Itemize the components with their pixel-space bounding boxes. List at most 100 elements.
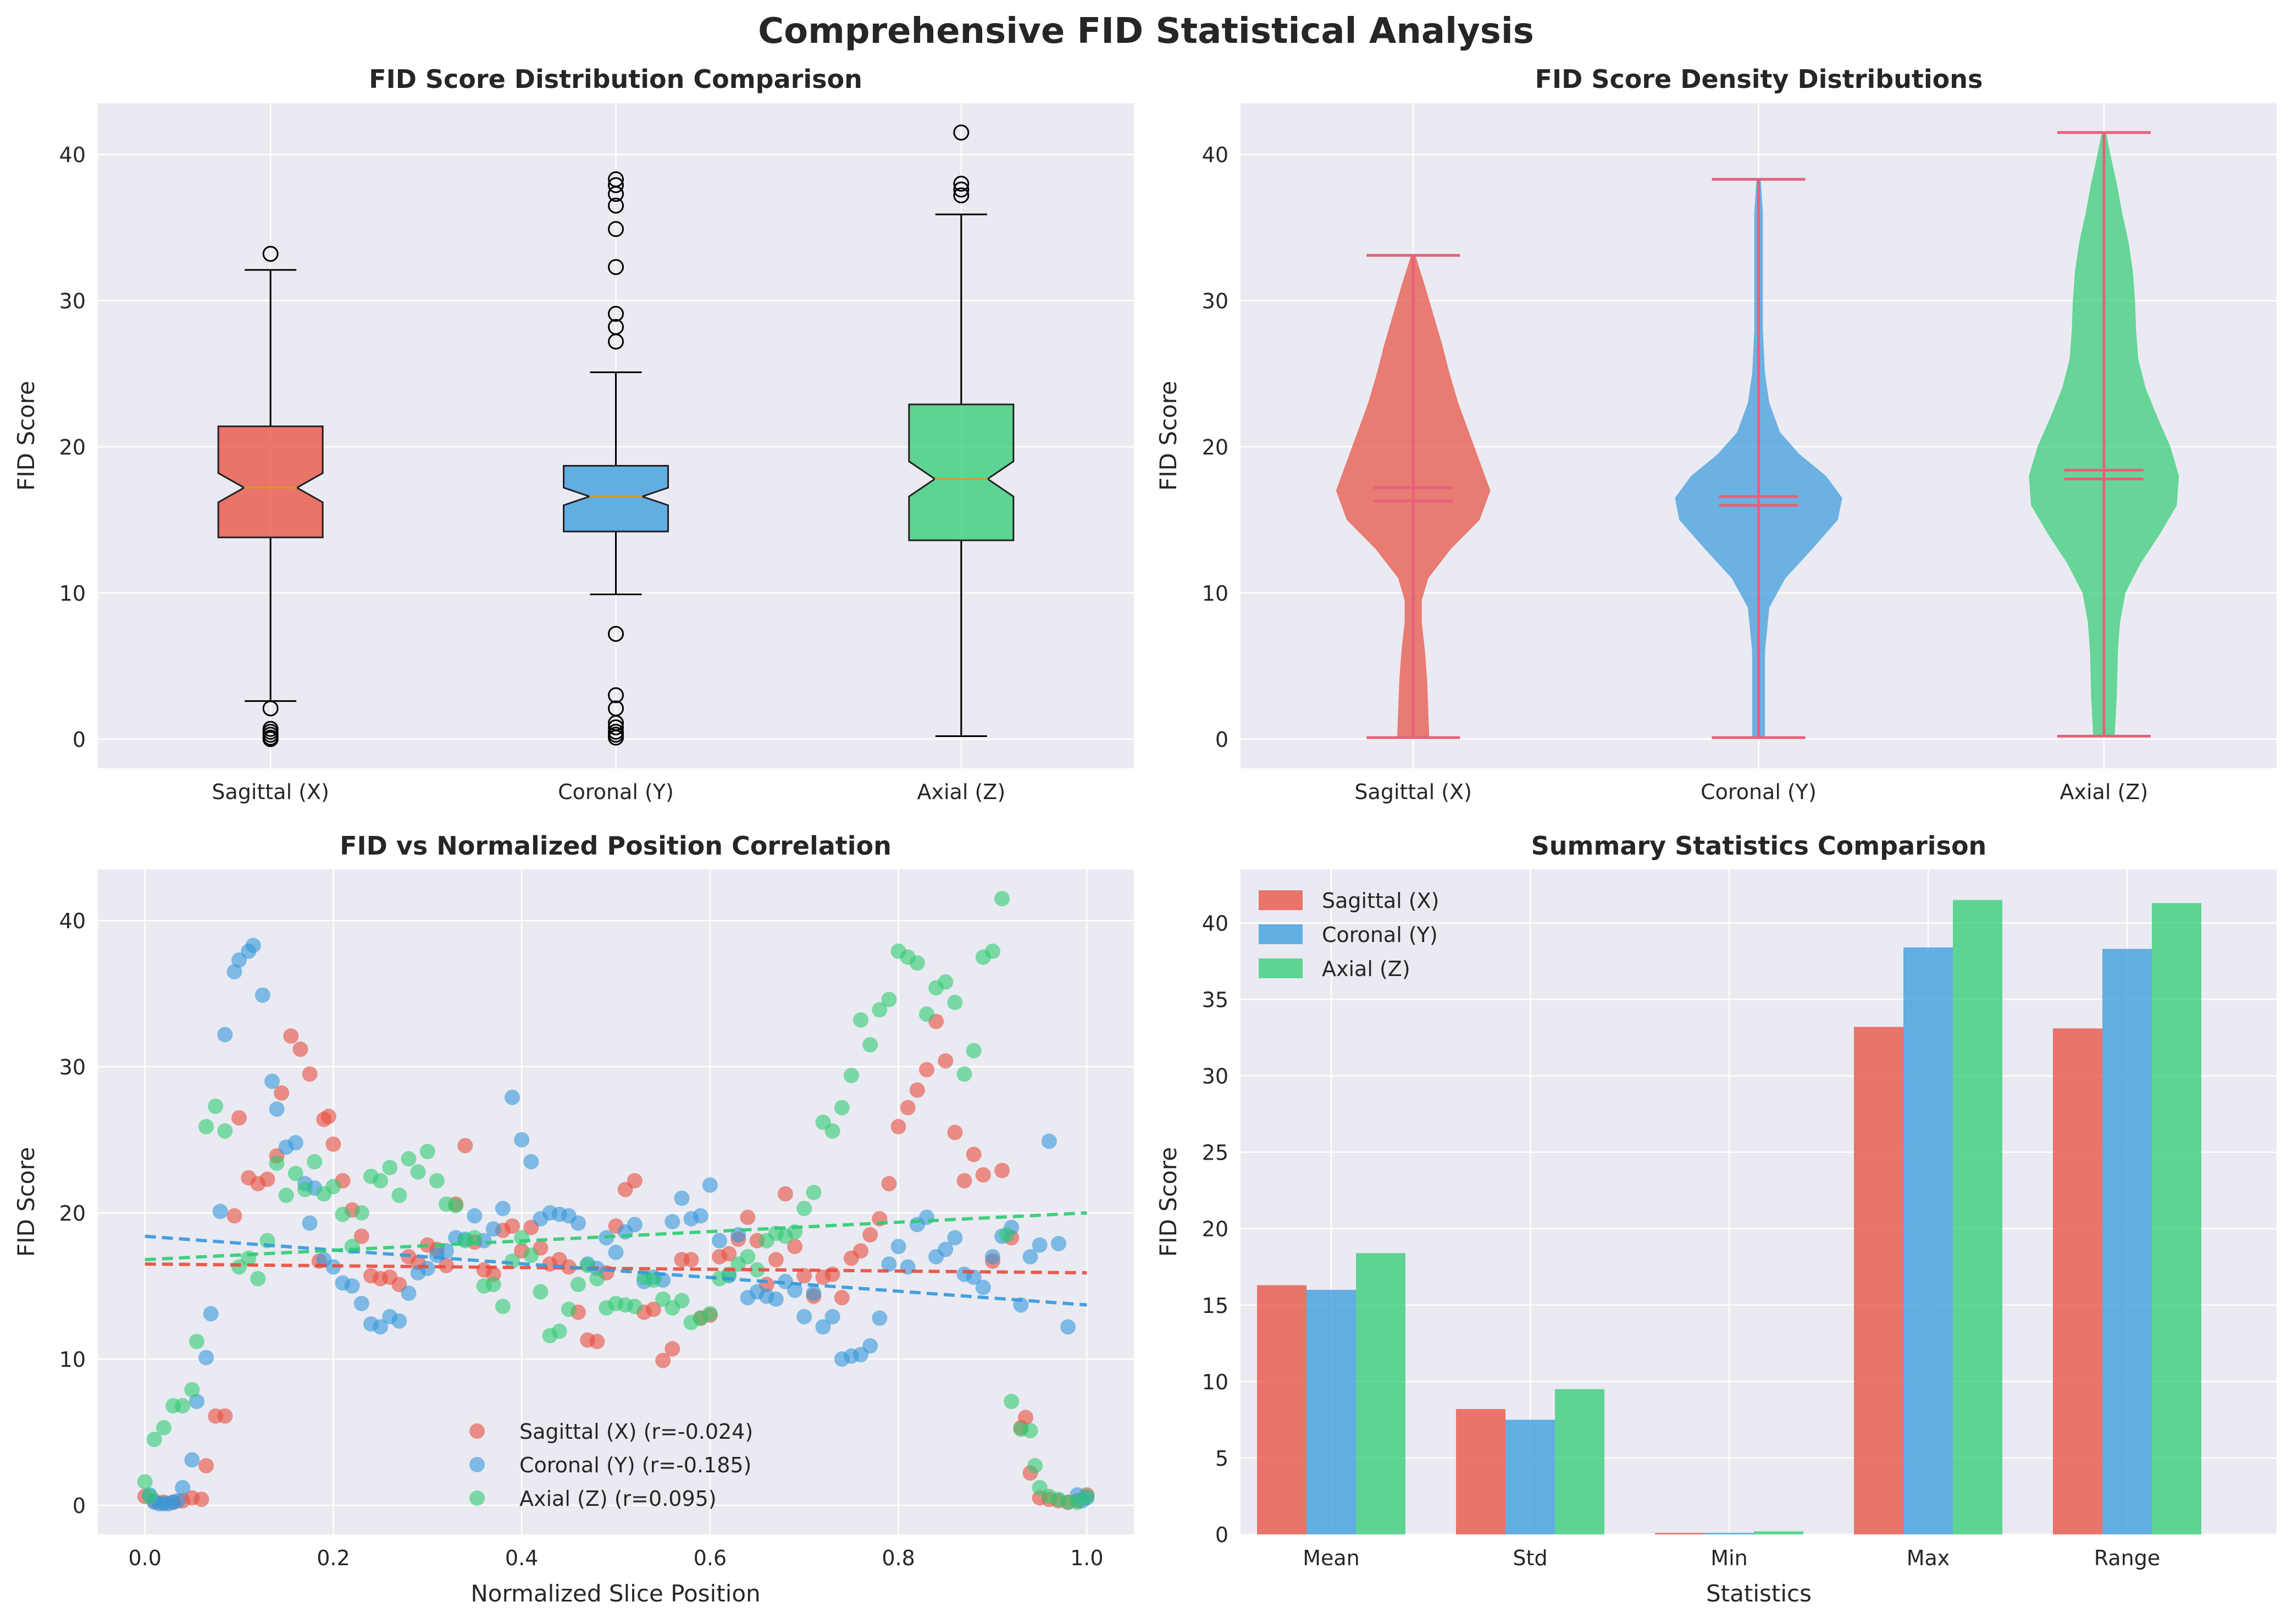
scatter-point-sagittal	[589, 1333, 605, 1349]
scatter-point-coronal	[806, 1285, 822, 1301]
x-tick-label: Min	[1710, 1546, 1747, 1570]
box-coronal	[563, 465, 669, 533]
scatter-point-coronal	[264, 1073, 280, 1089]
legend-marker-coronal	[469, 1457, 485, 1472]
scatter-point-coronal	[975, 1279, 991, 1295]
scatter-point-sagittal	[975, 1167, 991, 1183]
panel-scatter-plot: 0 10 20 30 40 0.0 0.2 0.4 0.6 0.8 1.0 Sagittal (X)…	[13, 831, 1134, 1607]
y-tick-label: 30	[1202, 1065, 1228, 1089]
scatter-point-coronal	[1032, 1237, 1048, 1253]
bar-coronal	[1903, 947, 1953, 1534]
scatter-point-sagittal	[721, 1246, 737, 1262]
scatter-point-axial	[1079, 1488, 1095, 1504]
trend-line-axial	[145, 1211, 1087, 1262]
scatter-point-axial	[999, 1227, 1015, 1243]
scatter-point-axial	[401, 1151, 417, 1167]
scatter-point-sagittal	[283, 1028, 299, 1044]
scatter-point-coronal	[212, 1204, 228, 1220]
y-tick-label: 10	[1202, 581, 1228, 606]
scatter-point-coronal	[302, 1215, 318, 1231]
outlier-point	[608, 719, 624, 736]
scatter-point-coronal	[693, 1208, 708, 1224]
scatter-point-sagittal	[862, 1227, 878, 1243]
scatter-point-coronal	[198, 1350, 214, 1366]
scatter-point-coronal	[189, 1394, 204, 1409]
scatter-point-coronal	[353, 1295, 369, 1311]
scatter-point-axial	[189, 1333, 204, 1349]
scatter-point-axial	[269, 1155, 285, 1171]
bar-coronal	[1306, 1289, 1356, 1534]
scatter-point-axial	[551, 1323, 567, 1339]
scatter-point-sagittal	[226, 1208, 242, 1224]
box-sagittal	[217, 425, 324, 539]
scatter-point-sagittal	[994, 1162, 1010, 1178]
scatter-point-sagittal	[505, 1218, 520, 1234]
x-tick-label: Mean	[1303, 1546, 1360, 1570]
legend-label: Sagittal (X)	[1322, 889, 1440, 913]
y-tick-label: 20	[1202, 1217, 1228, 1241]
legend: Sagittal (X) (r=-0.024) Coronal (Y) (r=-0…	[469, 1420, 753, 1511]
y-tick-label: 30	[59, 1055, 86, 1079]
legend-marker-axial	[469, 1490, 485, 1506]
outlier-point	[608, 625, 624, 642]
scatter-point-axial	[994, 891, 1010, 907]
scatter-point-coronal	[627, 1217, 643, 1233]
plot-marks	[137, 891, 1095, 1512]
scatter-point-axial	[853, 1012, 869, 1028]
scatter-point-axial	[956, 1066, 972, 1082]
x-tick-label: Axial (Z)	[2060, 780, 2149, 804]
scatter-point-coronal	[702, 1177, 718, 1193]
legend-label: Axial (Z)	[1322, 957, 1410, 981]
scatter-point-coronal	[674, 1190, 690, 1206]
bar-sagittal	[1655, 1533, 1704, 1534]
bar-axial	[1356, 1253, 1405, 1534]
scatter-point-axial	[523, 1248, 539, 1263]
figure-title: Comprehensive FID Statistical Analysis	[758, 11, 1534, 52]
scatter-point-sagittal	[683, 1252, 699, 1268]
y-tick-label: 35	[1202, 988, 1228, 1012]
scatter-point-axial	[217, 1123, 233, 1139]
scatter-point-axial	[485, 1277, 501, 1293]
outlier-point	[262, 731, 279, 747]
scatter-point-axial	[646, 1272, 662, 1288]
y-tick-label: 30	[1202, 289, 1228, 313]
scatter-point-sagittal	[302, 1066, 318, 1082]
scatter-point-sagittal	[909, 1082, 925, 1098]
scatter-point-coronal	[872, 1310, 888, 1326]
scatter-point-axial	[1022, 1423, 1038, 1439]
scatter-point-sagittal	[900, 1100, 916, 1116]
scatter-point-sagittal	[1017, 1410, 1033, 1426]
scatter-point-sagittal	[740, 1209, 756, 1225]
x-tick-label: Range	[2094, 1546, 2160, 1570]
trend-line-sagittal	[145, 1262, 1087, 1274]
scatter-point-coronal	[344, 1278, 360, 1294]
scatter-point-axial	[862, 1037, 878, 1053]
outlier-point	[608, 729, 624, 746]
y-tick-label: 0	[1215, 1523, 1228, 1547]
bar-coronal	[1704, 1533, 1754, 1534]
scatter-point-axial	[391, 1188, 407, 1204]
axis-ticks: 0 10 20 30 40 Sagittal (X) Coronal (Y) Axial (Z…	[59, 143, 1006, 804]
scatter-point-coronal	[401, 1285, 417, 1301]
scatter-point-axial	[589, 1271, 605, 1287]
scatter-point-coronal	[245, 938, 261, 954]
scatter-point-axial	[881, 991, 897, 1007]
y-tick-label: 10	[1202, 1370, 1228, 1394]
scatter-point-axial	[570, 1277, 586, 1293]
scatter-point-coronal	[467, 1208, 483, 1224]
scatter-point-axial	[208, 1098, 224, 1114]
scatter-point-axial	[674, 1293, 690, 1309]
scatter-point-coronal	[881, 1256, 897, 1272]
scatter-point-coronal	[1060, 1319, 1076, 1335]
scatter-point-coronal	[712, 1233, 727, 1249]
panel-title: FID Score Density Distributions	[1535, 64, 1983, 94]
scatter-point-axial	[872, 1002, 888, 1018]
legend-label: Coronal (Y) (r=-0.185)	[519, 1453, 751, 1477]
legend-label: Coronal (Y)	[1322, 923, 1438, 947]
scatter-point-axial	[806, 1184, 822, 1200]
scatter-point-axial	[137, 1474, 153, 1490]
scatter-point-sagittal	[646, 1301, 662, 1317]
panel-title: FID vs Normalized Position Correlation	[340, 831, 892, 861]
scatter-point-axial	[278, 1188, 294, 1204]
y-tick-label: 15	[1202, 1294, 1228, 1318]
